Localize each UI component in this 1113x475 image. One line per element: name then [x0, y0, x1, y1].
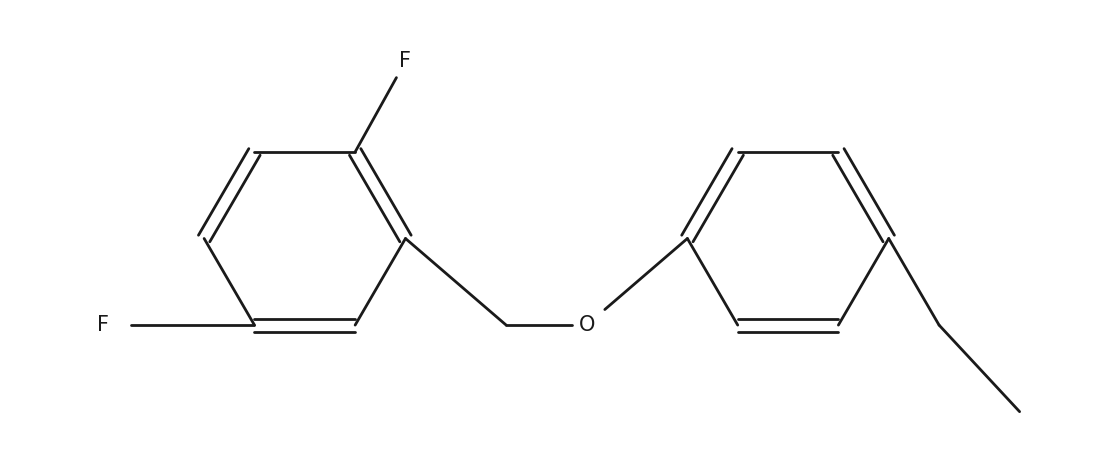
Text: F: F	[400, 51, 412, 71]
Text: F: F	[98, 315, 109, 335]
Text: O: O	[579, 315, 594, 335]
